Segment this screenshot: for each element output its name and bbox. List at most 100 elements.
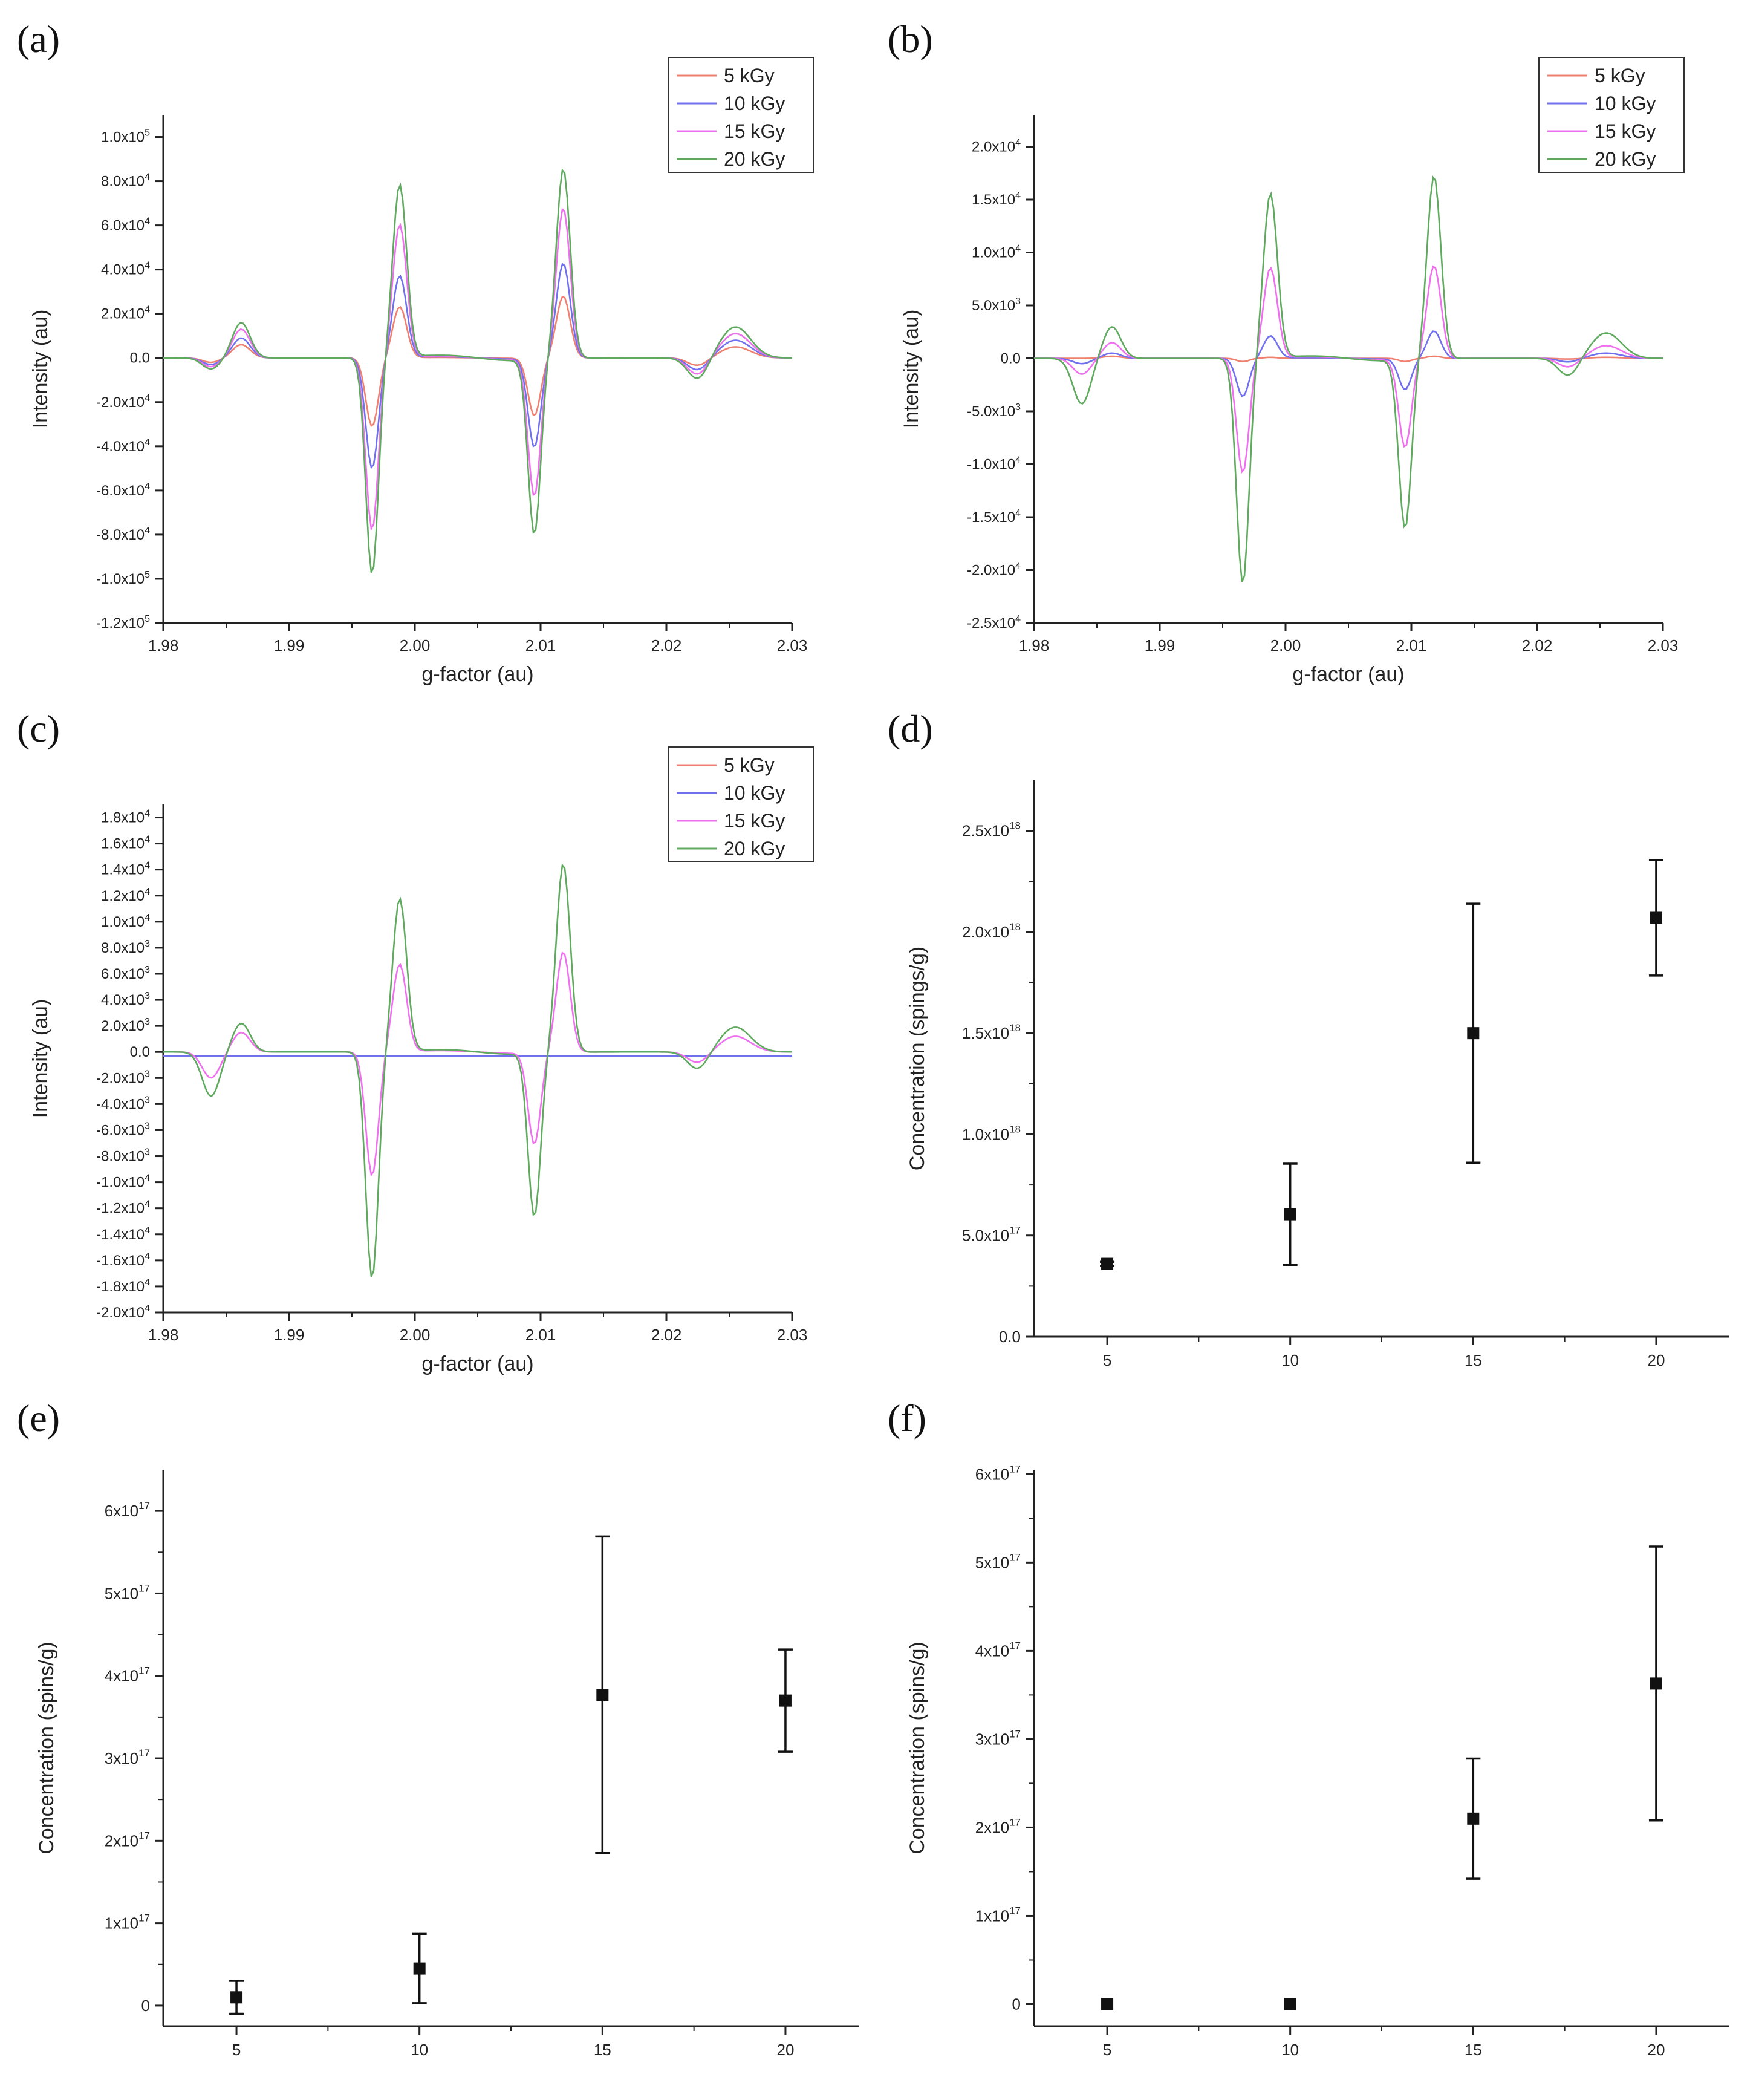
x-tick-label: 2.01 <box>525 1326 556 1344</box>
panel-label: (f) <box>888 1397 926 1440</box>
legend-label: 10 kGy <box>1595 93 1656 114</box>
y-tick-label: 4.0x104 <box>101 261 150 278</box>
panel-label: (c) <box>17 707 60 750</box>
y-tick-label: 1.8x104 <box>101 809 150 826</box>
x-tick-label: 2.01 <box>1396 636 1427 654</box>
series-line-15-kgy <box>1034 265 1663 474</box>
y-tick-label: 1.0x104 <box>101 913 150 930</box>
x-tick-label: 5 <box>1103 1351 1111 1369</box>
legend-label: 15 kGy <box>1595 120 1656 142</box>
data-point <box>1101 1257 1114 1270</box>
data-point <box>1650 1677 1662 1690</box>
y-tick-label: 4x1017 <box>105 1665 150 1685</box>
y-tick-label: 1.6x104 <box>101 835 150 852</box>
y-tick-label: 8.0x103 <box>101 939 150 956</box>
x-tick-label: 2.02 <box>651 1326 682 1344</box>
y-tick-label: 2.0x104 <box>972 138 1021 155</box>
panel-e: (e) 5 10 15 20 0 1x1017 2x1017 3x1017 4x1017 5x10… <box>12 1391 871 2069</box>
series-line-20-kgy <box>163 863 792 1277</box>
y-tick-label: 1.0x1018 <box>962 1123 1021 1143</box>
y-tick-label: 5.0x103 <box>972 296 1021 314</box>
y-tick-label: 8.0x104 <box>101 172 150 190</box>
x-tick-label: 2.01 <box>525 636 556 654</box>
y-tick-label: -1.0x104 <box>967 455 1021 473</box>
legend-label: 20 kGy <box>724 838 785 859</box>
y-tick-label: 1x1017 <box>975 1905 1021 1925</box>
data-point <box>1467 1812 1480 1825</box>
x-tick-label: 2.03 <box>1648 636 1679 654</box>
y-tick-label: -1.5x104 <box>967 508 1021 526</box>
data-point <box>413 1962 426 1975</box>
series-line-15-kgy <box>163 951 792 1177</box>
y-tick-label: 4x1017 <box>975 1640 1021 1660</box>
x-tick-label: 10 <box>411 2041 428 2059</box>
data-point <box>596 1689 609 1701</box>
series-line-10-kgy <box>1034 330 1663 397</box>
legend-label: 20 kGy <box>1595 148 1656 170</box>
data-point <box>1467 1027 1480 1040</box>
legend-label: 15 kGy <box>724 810 785 832</box>
panel-b: (b) 1.98 1.99 2.00 2.01 2.02 2.03 2.0x104 1.5x1… <box>883 12 1741 690</box>
y-tick-label: 5.0x1017 <box>962 1225 1021 1245</box>
x-axis-title: g-factor (au) <box>421 1352 533 1375</box>
panel-label: (a) <box>17 18 60 60</box>
y-axis-title: Concentration (spins/g) <box>35 1642 58 1854</box>
y-tick-label: 1.5x1018 <box>962 1022 1021 1042</box>
y-tick-label: 3x1017 <box>975 1728 1021 1748</box>
x-tick-label: 1.98 <box>1019 636 1050 654</box>
y-tick-label: -2.0x104 <box>96 1303 150 1321</box>
x-tick-label: 5 <box>1103 2041 1111 2059</box>
x-tick-label: 2.00 <box>1270 636 1301 654</box>
data-point <box>1284 1208 1296 1221</box>
x-tick-label: 2.03 <box>777 636 808 654</box>
y-tick-label: 1.5x104 <box>972 191 1021 208</box>
legend-label: 5 kGy <box>724 65 775 86</box>
y-tick-label: 0 <box>1012 1995 1021 2013</box>
y-tick-label: 0 <box>141 1997 150 2015</box>
x-tick-label: 2.02 <box>1522 636 1553 654</box>
legend-box <box>668 57 814 173</box>
y-axis-title: Intensity (au) <box>29 310 52 429</box>
y-tick-label: -6.0x103 <box>96 1121 150 1138</box>
chart-e: 5 10 15 20 0 1x1017 2x1017 3x1017 4x1017 5x1017 6x… <box>35 1470 859 2059</box>
legend-label: 5 kGy <box>724 754 775 776</box>
legend-label: 15 kGy <box>724 120 785 142</box>
chart-b: 1.98 1.99 2.00 2.01 2.02 2.03 2.0x104 1.5x104 1.… <box>900 57 1685 686</box>
chart-a: 1.98 1.99 2.00 2.01 2.02 2.03 1.0x105 8.0x104 6.… <box>29 57 814 686</box>
y-tick-label: -1.4x104 <box>96 1225 150 1243</box>
x-tick-label: 5 <box>232 2041 241 2059</box>
x-tick-label: 1.99 <box>274 636 305 654</box>
x-tick-label: 2.00 <box>400 1326 431 1344</box>
y-tick-label: 1.4x104 <box>101 861 150 878</box>
x-tick-label: 15 <box>1465 1351 1482 1369</box>
y-tick-label: -1.2x104 <box>96 1199 150 1217</box>
legend-box <box>668 746 814 862</box>
data-point <box>779 1694 792 1707</box>
x-tick-label: 10 <box>1281 1351 1299 1369</box>
x-axis-title: g-factor (au) <box>1292 663 1404 686</box>
x-tick-label: 1.99 <box>1145 636 1176 654</box>
y-tick-label: -2.0x103 <box>96 1069 150 1086</box>
y-tick-label: 0.0 <box>999 1328 1021 1346</box>
y-tick-label: -5.0x103 <box>967 402 1021 420</box>
legend-label: 20 kGy <box>724 148 785 170</box>
x-tick-label: 20 <box>1647 1351 1665 1369</box>
y-axis-title: Concentration (spins/g) <box>906 1642 929 1854</box>
y-tick-label: -2.0x104 <box>967 561 1021 579</box>
y-tick-label: -8.0x104 <box>96 526 150 543</box>
x-tick-label: 20 <box>1647 2041 1665 2059</box>
y-tick-label: 6.0x103 <box>101 965 150 982</box>
chart-f: 5 10 15 20 0 1x1017 2x1017 3x1017 4x1017 5x1017 6x… <box>906 1463 1729 2059</box>
y-tick-label: 2.5x1018 <box>962 820 1021 840</box>
legend: 5 kGy 10 kGy 15 kGy 20 kGy <box>668 746 814 862</box>
y-tick-label: 0.0 <box>1001 351 1021 367</box>
x-tick-label: 10 <box>1281 2041 1299 2059</box>
x-tick-label: 1.99 <box>274 1326 305 1344</box>
y-tick-label: -4.0x104 <box>96 437 150 455</box>
y-tick-label: 0.0 <box>130 350 150 367</box>
x-tick-label: 1.98 <box>148 1326 179 1344</box>
panel-label: (d) <box>888 707 933 750</box>
x-tick-label: 2.03 <box>777 1326 808 1344</box>
y-axis-title: Concentration (spings/g) <box>906 947 929 1170</box>
y-tick-label: 1.2x104 <box>101 887 150 904</box>
